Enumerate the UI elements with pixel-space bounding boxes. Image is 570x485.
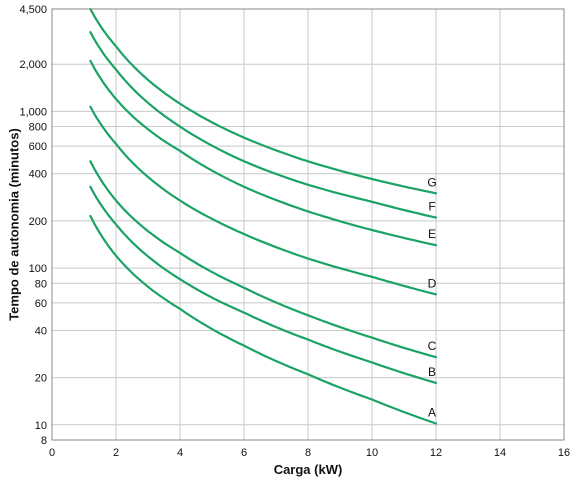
y-tick-label: 60 <box>35 298 47 310</box>
x-tick-label: 8 <box>305 447 311 459</box>
series-label-c: C <box>428 339 437 353</box>
x-tick-label: 4 <box>177 447 183 459</box>
x-tick-label: 6 <box>241 447 247 459</box>
x-tick-label: 12 <box>430 447 442 459</box>
series-label-b: B <box>428 365 436 379</box>
y-tick-label: 100 <box>29 263 47 275</box>
tick-labels: 0 2 4 6 8 10 12 14 16 8 10 20 40 60 80 100 200 400 600 800 1… <box>19 4 570 459</box>
y-tick-label: 4,500 <box>19 4 47 16</box>
series-labels: A BC D EFG <box>427 175 436 419</box>
x-axis-title: Carga (kW) <box>274 462 343 477</box>
series-line-c <box>89 160 438 359</box>
series-line-a <box>89 214 438 425</box>
y-tick-label: 800 <box>29 122 47 134</box>
y-tick-label: 200 <box>29 216 47 228</box>
series-label-e: E <box>428 227 436 241</box>
x-tick-label: 0 <box>49 447 55 459</box>
x-tick-label: 16 <box>558 447 570 459</box>
series-line-b <box>89 185 438 384</box>
x-tick-label: 10 <box>366 447 378 459</box>
y-tick-label: 600 <box>29 141 47 153</box>
y-tick-label: 1,000 <box>19 106 47 118</box>
series-lines <box>89 7 438 425</box>
series-line-e <box>89 59 438 247</box>
series-line-f <box>89 31 438 219</box>
y-tick-label: 2,000 <box>19 59 47 71</box>
x-tick-label: 14 <box>494 447 506 459</box>
y-tick-label: 40 <box>35 325 47 337</box>
plot-frame <box>51 8 565 441</box>
series-label-g: G <box>427 175 436 189</box>
series-label-f: F <box>428 200 435 214</box>
y-tick-label: 10 <box>35 420 47 432</box>
series-label-d: D <box>428 276 437 290</box>
y-tick-label: 80 <box>35 278 47 290</box>
y-tick-label: 20 <box>35 373 47 385</box>
series-line-g <box>89 7 438 195</box>
series-label-a: A <box>428 405 436 419</box>
x-tick-label: 2 <box>113 447 119 459</box>
y-tick-label: 8 <box>41 435 47 447</box>
series-line-d <box>89 105 438 296</box>
y-tick-label: 400 <box>29 169 47 181</box>
y-axis-title: Tempo de autonomia (minutos) <box>7 128 22 321</box>
